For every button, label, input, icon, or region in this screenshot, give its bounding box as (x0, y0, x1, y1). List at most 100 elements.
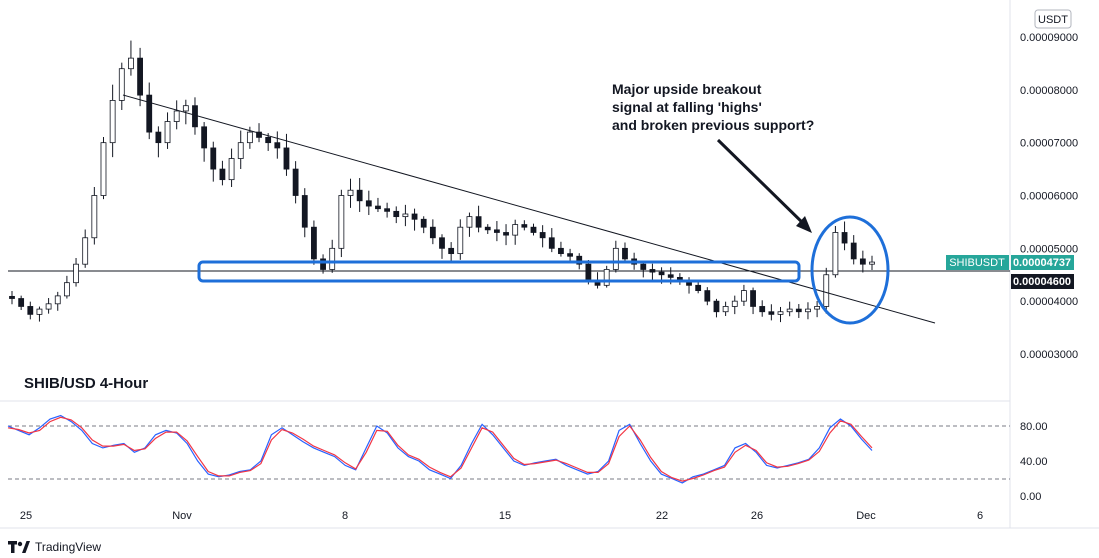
annotation-line-3: and broken previous support? (612, 117, 814, 133)
candle-body (73, 263, 79, 284)
annotation-line-2: signal at falling 'highs' (612, 99, 762, 115)
candle-body (521, 224, 528, 228)
candle-body (612, 247, 619, 270)
oscillator-line (7, 416, 873, 482)
price-axis[interactable]: 0.00009000 0.00008000 0.00007000 0.00006000… (1020, 32, 1078, 361)
level-price-tag (1011, 274, 1074, 289)
time-axis[interactable]: 25 Nov 8 15 22 26 Dec 6 (20, 510, 983, 522)
falling-trendline[interactable] (122, 94, 936, 324)
candle-body (759, 306, 766, 313)
last-price-tag (1011, 255, 1074, 270)
candle-body (741, 290, 747, 302)
symbol-tag (946, 255, 1009, 270)
candle-body (182, 105, 189, 112)
candle-body (246, 131, 253, 144)
candle-body (411, 213, 418, 220)
candle-body (146, 94, 153, 133)
price-tick-label: 0.00007000 (1020, 138, 1078, 150)
candlestick-series (9, 40, 875, 323)
candle-body (118, 68, 125, 101)
candle-body (704, 290, 711, 302)
candle-body (722, 306, 729, 313)
candle-body (128, 57, 134, 70)
candle-body (795, 308, 802, 313)
candle-body (393, 210, 400, 218)
candle-body (347, 189, 354, 196)
candle-body (228, 158, 235, 181)
candle-body (164, 121, 171, 144)
candle-body (548, 237, 555, 249)
price-tick-label: 0.00005000 (1020, 243, 1078, 255)
candle-body (622, 247, 628, 260)
candle-body (466, 216, 473, 228)
candle-body (503, 232, 509, 236)
candle-body (869, 261, 875, 265)
candle-body (137, 57, 143, 96)
candle-body (155, 131, 162, 144)
candle-body (786, 308, 793, 313)
candle-body (36, 308, 43, 315)
candle-body (475, 216, 482, 228)
candle-body (484, 226, 491, 231)
candle-body (375, 205, 381, 210)
candle-body (576, 255, 583, 265)
candle-body (329, 247, 336, 270)
date-tick-label: 15 (499, 510, 511, 522)
candle-body (640, 263, 647, 270)
candle-body (301, 195, 308, 228)
candle-body (100, 142, 107, 196)
candle-body (320, 258, 326, 270)
chart-title: SHIB/USD 4-Hour (24, 375, 148, 392)
candle-body (63, 282, 70, 297)
arrow-head (796, 216, 812, 233)
candle-body (237, 142, 244, 159)
oscillator-tick-label: 40.00 (1020, 456, 1048, 468)
currency-label: USDT (1038, 14, 1068, 26)
candle-body (210, 147, 217, 170)
last-price-label: 0.00004737 (1013, 257, 1071, 269)
breakout-ellipse[interactable] (810, 215, 890, 325)
candle-body (859, 258, 866, 265)
candle-body (567, 253, 573, 257)
candle-body (91, 195, 98, 239)
candle-body (256, 131, 262, 138)
candle-body (420, 218, 427, 228)
candle-body (777, 311, 784, 315)
candle-body (274, 142, 281, 149)
candle-body (265, 136, 272, 144)
oscillator-axis[interactable]: 80.00 40.00 0.00 (1020, 421, 1048, 503)
level-price-label: 0.00004600 (1013, 276, 1071, 288)
support-zone-box[interactable] (197, 260, 801, 283)
candle-body (750, 290, 756, 307)
candle-body (201, 126, 208, 149)
candle-body (365, 200, 372, 207)
candle-body (439, 237, 445, 249)
currency-badge[interactable] (1034, 9, 1072, 29)
candle-body (658, 271, 665, 276)
candle-body (814, 306, 821, 310)
price-tick-label: 0.00003000 (1020, 349, 1078, 361)
price-tick-label: 0.00009000 (1020, 32, 1078, 44)
date-tick-label: 6 (977, 510, 983, 522)
candle-body (192, 105, 198, 128)
price-tick-label: 0.00008000 (1020, 85, 1078, 97)
candle-body (850, 242, 857, 260)
candle-body (603, 269, 610, 286)
candle-body (649, 269, 656, 273)
price-pane[interactable] (0, 0, 1010, 400)
oscillator-tick-label: 80.00 (1020, 421, 1048, 433)
annotation-arrow (716, 138, 810, 230)
candle-body (338, 195, 345, 249)
date-tick-label: Nov (172, 510, 192, 522)
candle-body (493, 229, 500, 233)
tradingview-logo-icon (8, 541, 30, 553)
candle-body (448, 247, 455, 255)
candle-body (54, 295, 61, 305)
candle-body (311, 226, 317, 260)
candle-body (695, 284, 702, 292)
candle-body (45, 303, 52, 310)
candle-body (585, 263, 592, 281)
oscillator-line (7, 414, 873, 484)
candle-body (18, 298, 25, 307)
